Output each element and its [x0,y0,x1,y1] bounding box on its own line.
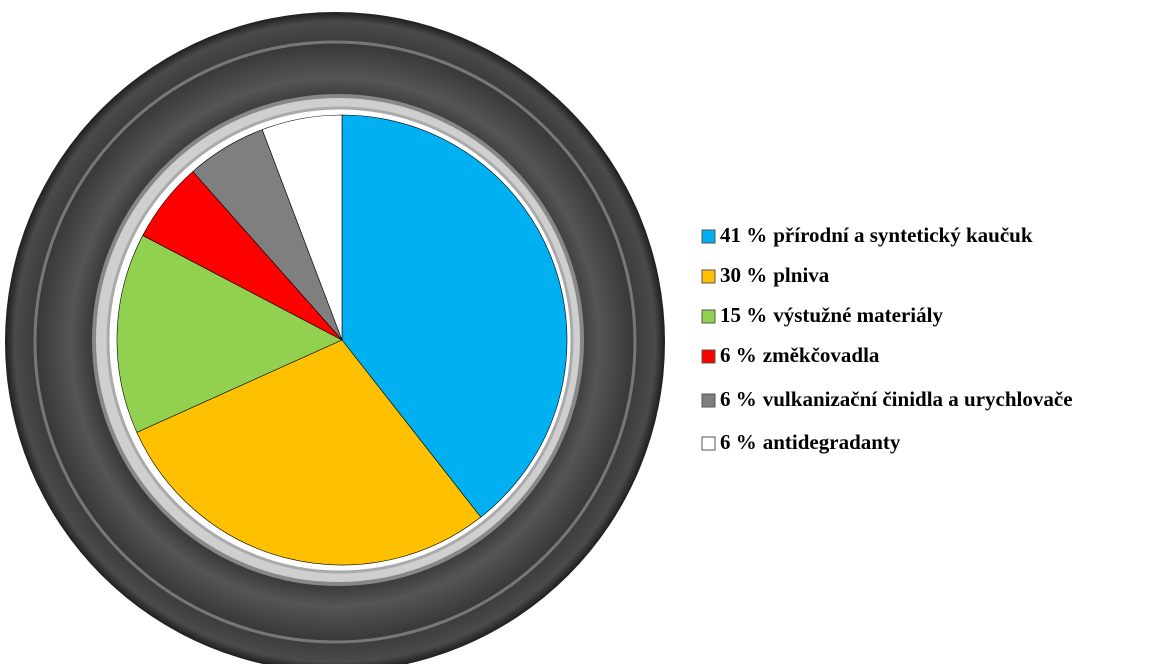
legend-entry: 6 % vulkanizační činidla a urychlovače [720,387,1073,411]
pie-slice [341,114,568,518]
legend-value: 6 % [720,343,757,367]
legend-entry: 41 % přírodní a syntetický kaučuk [720,223,1033,247]
legend-swatch [701,309,716,324]
legend-value: 6 % [720,430,757,454]
tire-ridge [33,40,637,644]
legend-value: 30 % [720,263,767,287]
legend-entry: 15 % výstužné materiály [720,303,943,327]
legend-swatch [701,269,716,284]
legend-label: změkčovadla [763,343,880,367]
legend-value: 15 % [720,303,767,327]
legend-label: výstužné materiály [773,303,943,327]
legend-label: antidegradanty [763,430,901,454]
pie-slice [261,114,343,341]
legend-swatch [701,229,716,244]
pie-slice [136,339,482,566]
legend-swatch [701,393,716,408]
legend-entry: 6 % změkčovadla [720,343,880,367]
legend-entry: 30 % plniva [720,263,830,287]
legend-entry: 6 % antidegradanty [720,430,901,454]
legend-swatch [701,436,716,451]
legend-value: 6 % [720,387,757,411]
legend-label: přírodní a syntetický kaučuk [773,223,1033,247]
pie-slice [116,235,343,433]
legend-label: vulkanizační činidla a urychlovače [763,387,1073,411]
legend-value: 41 % [720,223,767,247]
pie [116,114,568,566]
legend-label: plniva [773,263,830,287]
legend-swatch [701,349,716,364]
